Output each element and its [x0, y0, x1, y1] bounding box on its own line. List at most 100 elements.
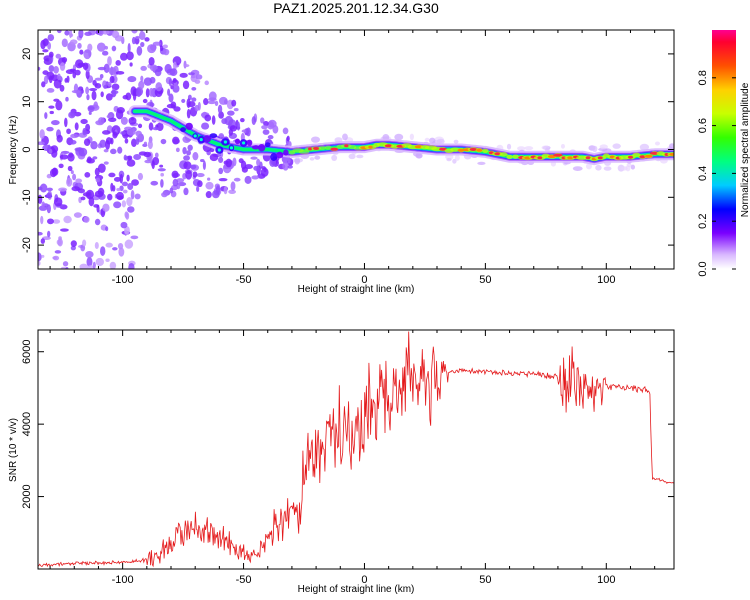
spectrogram-noise-blob: [82, 192, 91, 197]
colorbar-tick-label: 0.8: [697, 70, 709, 85]
spectrogram-noise-blob: [38, 141, 45, 146]
spectrogram-noise-blob: [179, 72, 188, 78]
spectrogram-noise-blob: [129, 62, 133, 67]
spectrogram-noise-blob: [126, 51, 134, 61]
spectrogram-noise-blob: [201, 122, 210, 130]
spectrogram-noise-blob: [155, 82, 163, 92]
spectrogram-noise-blob: [260, 167, 269, 177]
spectrogram-noise-blob: [64, 30, 70, 36]
spectrogram-noise-blob: [267, 134, 274, 140]
spectrogram-noise-blob: [125, 92, 132, 101]
spectrogram-noise-blob: [105, 226, 109, 232]
spectrogram-noise-blob: [42, 49, 49, 53]
spectrogram-noise-blob: [182, 146, 187, 155]
spectrogram-noise-blob: [148, 56, 155, 66]
spectrogram-noise-blob: [91, 90, 97, 101]
spectrogram-noise-blob: [51, 167, 59, 176]
spectrogram-noise-blob: [424, 137, 430, 142]
spectrogram-noise-blob: [143, 77, 153, 86]
spectrogram-noise-blob: [56, 134, 63, 143]
spectrogram-noise-blob: [415, 152, 423, 159]
spectrogram-ridge-spot: [318, 145, 326, 150]
spectrogram-noise-blob: [59, 228, 69, 232]
spectrogram-noise-blob: [228, 189, 236, 194]
spectrogram-ridge-spot: [585, 156, 591, 160]
spectrogram-ridge-spot: [229, 146, 234, 150]
spectrogram-noise-blob: [173, 81, 178, 89]
spectrogram-noise-blob: [294, 157, 301, 165]
spectrogram-noise-blob: [108, 172, 116, 178]
spectrogram-noise-blob: [630, 164, 636, 170]
spectrogram-noise-blob: [200, 159, 205, 163]
spectrogram-ridge-spot: [469, 147, 477, 151]
spectrogram-noise-blob: [162, 44, 168, 49]
spectrogram-noise-blob: [48, 65, 55, 73]
spectrogram-noise-blob: [171, 170, 179, 179]
spectrogram-noise-blob: [82, 127, 87, 136]
spectrogram-noise-blob: [120, 131, 126, 136]
spectrogram-noise-blob: [94, 218, 101, 226]
spectrogram-noise-blob: [84, 172, 91, 178]
spectrogram-noise-blob: [147, 44, 157, 54]
spectrogram-noise-blob: [60, 266, 67, 269]
spectrogram-noise-blob: [40, 39, 46, 50]
spectrogram-noise-blob: [127, 206, 135, 213]
spectrogram-noise-blob: [132, 91, 137, 101]
spectrogram-noise-blob: [69, 39, 78, 45]
spectrogram-noise-blob: [53, 98, 60, 102]
spectrogram-noise-blob: [85, 86, 90, 95]
spectrogram-noise-blob: [342, 133, 348, 141]
spectrogram-noise-blob: [109, 261, 117, 269]
spectrogram-noise-blob: [71, 89, 81, 94]
spectrogram-noise-blob: [95, 257, 104, 267]
spectrogram-noise-blob: [113, 176, 122, 182]
spectrogram-ridge-spot: [336, 144, 344, 149]
snr-x-tick-label: -100: [112, 574, 134, 586]
spectrogram-noise-blob: [159, 45, 164, 52]
spectrogram-noise-blob: [38, 252, 42, 262]
spectrogram-noise-blob: [217, 104, 223, 114]
spectrogram-noise-blob: [135, 35, 141, 40]
spectrogram-y-tick-label: -20: [21, 237, 33, 253]
spectrogram-noise-blob: [94, 167, 100, 176]
spectrogram-ridge-spot: [185, 122, 193, 131]
spectrogram-noise-blob: [82, 62, 89, 70]
spectrogram-noise-blob: [148, 87, 154, 97]
spectrogram-noise-blob: [188, 72, 195, 76]
spectrogram-noise-blob: [139, 31, 146, 41]
spectrogram-ridge-spot: [246, 139, 253, 146]
spectrogram-noise-blob: [124, 226, 130, 235]
spectrogram-noise-blob: [105, 137, 113, 145]
spectrogram-noise-blob: [44, 112, 48, 120]
spectrogram-noise-blob: [80, 118, 88, 125]
spectrogram-noise-blob: [83, 49, 92, 60]
colorbar-ticks: 0.0 0.2 0.4 0.6 0.8: [697, 70, 736, 277]
spectrogram-noise-blob: [104, 45, 108, 50]
spectrogram-noise-blob: [190, 164, 197, 170]
spectrogram-ridge-spot: [627, 155, 634, 159]
spectrogram-ridge-spot: [264, 142, 271, 148]
spectrogram-noise-blob: [93, 204, 100, 208]
spectrogram-noise-blob: [592, 145, 598, 153]
spectrogram-noise-blob: [79, 49, 84, 55]
spectrogram-noise-blob: [59, 84, 65, 92]
spectrogram-noise-blob: [95, 177, 101, 183]
spectrogram-ridge-spot: [669, 152, 674, 156]
spectrogram-noise-blob: [111, 45, 117, 52]
spectrogram-noise-blob: [120, 52, 128, 61]
spectrogram-noise-blob: [61, 38, 68, 48]
spectrogram-noise-blob: [149, 64, 158, 72]
snr-y-axis-title: SNR (10 * v/v): [8, 418, 19, 482]
spectrogram-noise-blob: [46, 187, 53, 192]
spectrogram-noise-blob: [191, 87, 197, 91]
spectrogram-noise-blob: [106, 114, 113, 119]
spectrogram-noise-blob: [86, 94, 90, 101]
snr-y-tick-label: 2000: [21, 484, 33, 508]
spectrogram-noise-blob: [62, 261, 69, 267]
spectrogram-noise-blob: [224, 115, 234, 126]
spectrogram-noise-blob: [126, 174, 130, 182]
spectrogram-noise-blob: [65, 96, 69, 102]
spectrogram-noise-blob: [229, 125, 237, 132]
snr-y-tick-label: 6000: [21, 339, 33, 363]
